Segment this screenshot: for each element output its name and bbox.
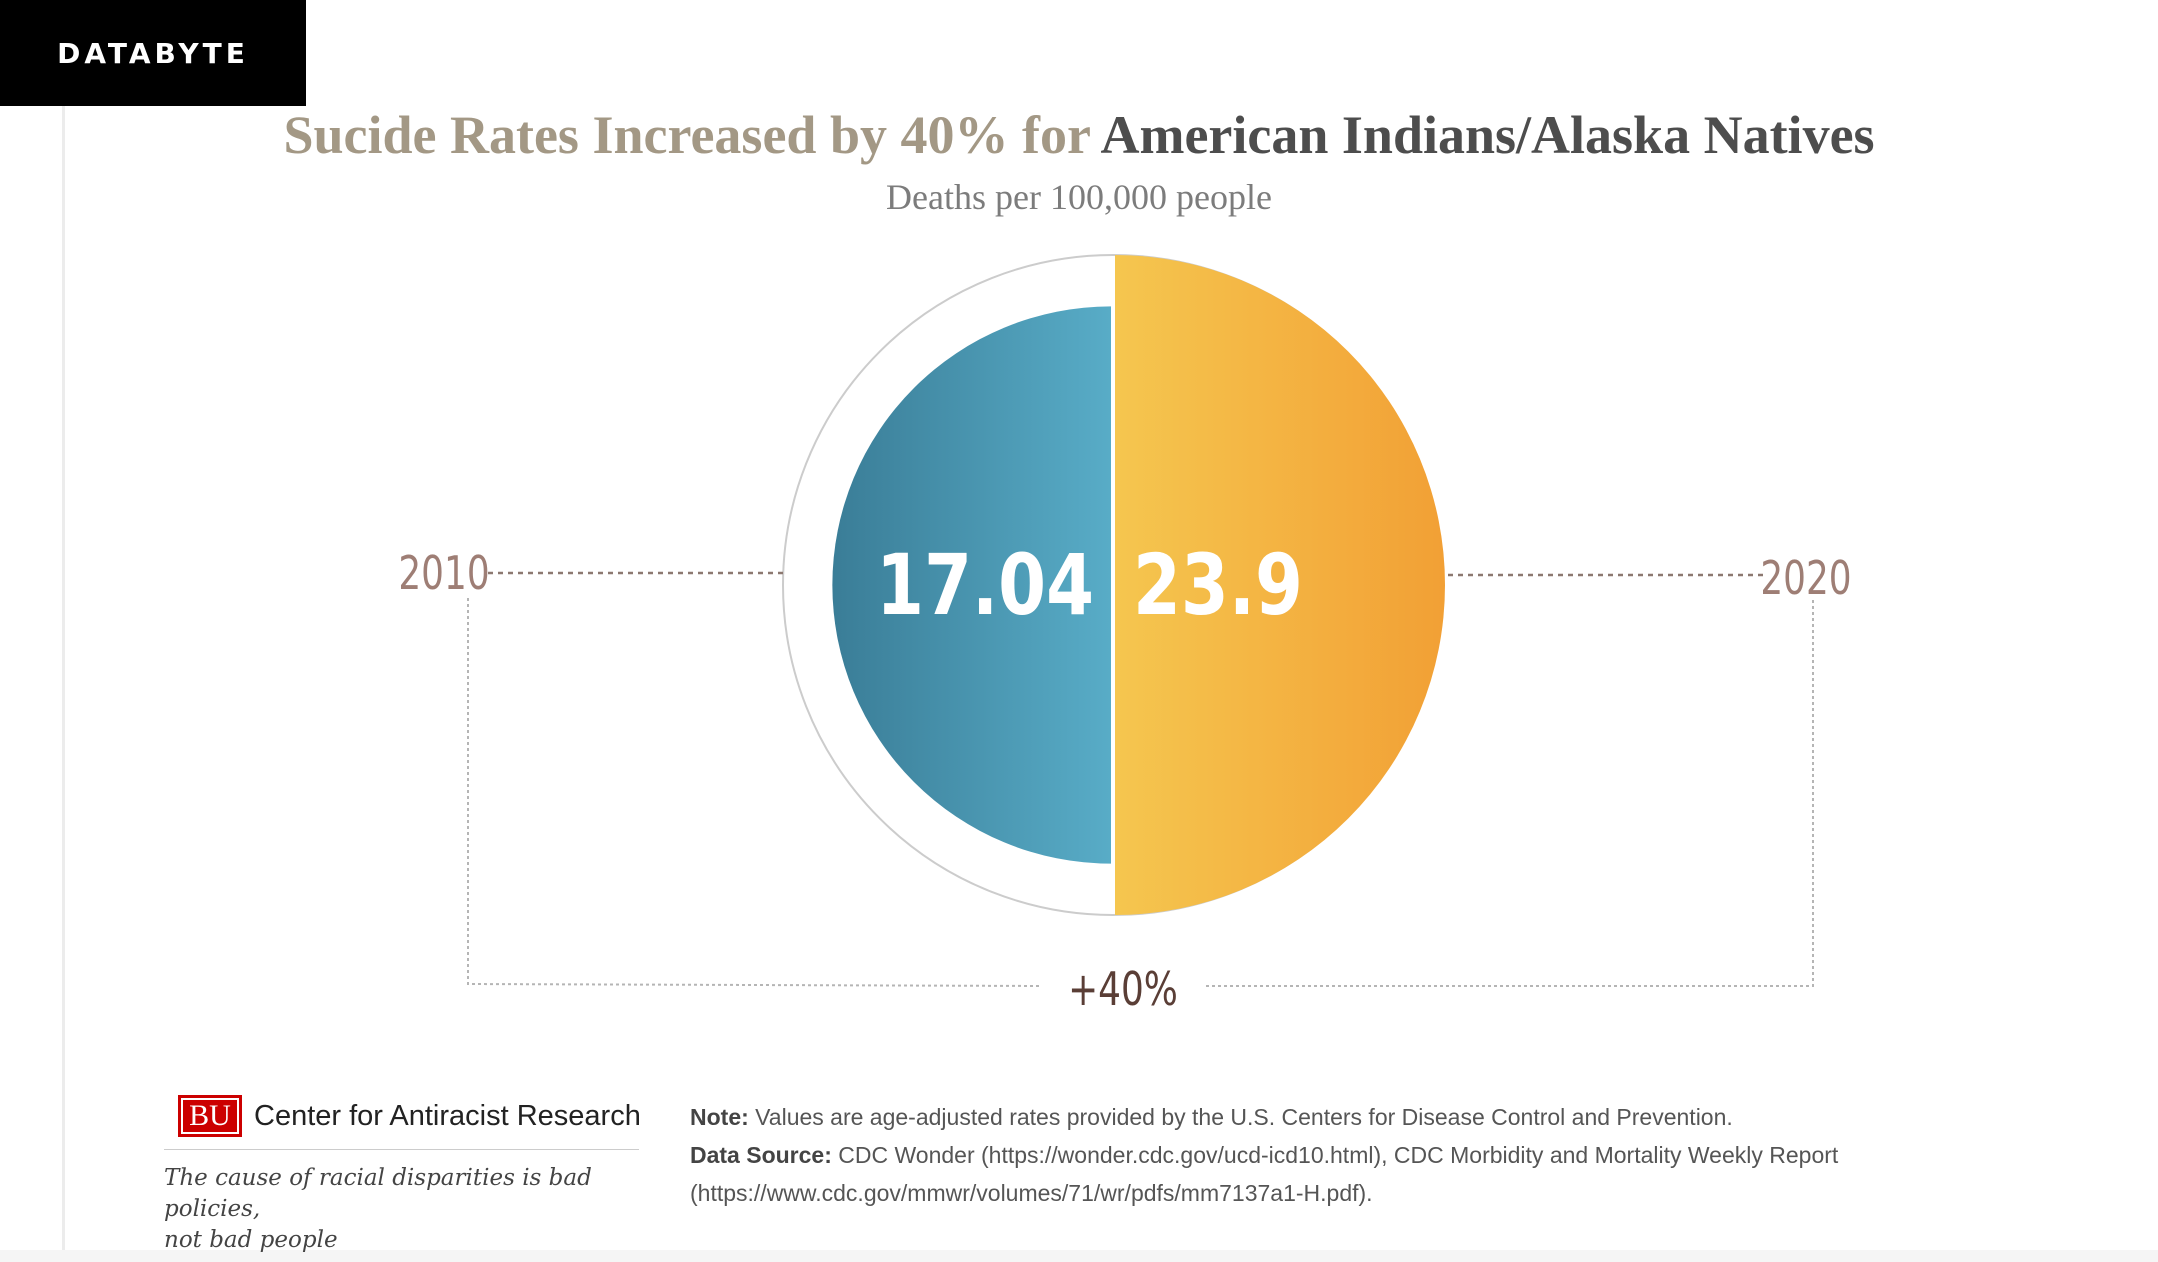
source-label: Data Source:: [690, 1142, 832, 1168]
tagline-line1: The cause of racial disparities is bad p…: [164, 1165, 592, 1222]
chart-title-part1: Sucide Rates Increased by 40% for: [283, 105, 1090, 165]
half-circle-2010: [832, 306, 1111, 864]
footer-org: BU Center for Antiracist Research: [178, 1095, 641, 1137]
year-label-2010: 2010: [398, 547, 489, 601]
bracket-left: [467, 598, 1041, 987]
tagline-line2: not bad people: [164, 1227, 338, 1253]
note-line: Note: Values are age-adjusted rates prov…: [690, 1098, 1990, 1136]
bu-logo: BU: [178, 1095, 242, 1137]
org-name: Center for Antiracist Research: [254, 1099, 641, 1132]
tagline: The cause of racial disparities is bad p…: [164, 1163, 664, 1256]
value-label-2010: 17.04: [876, 537, 1094, 634]
databyte-badge: DATABYTE: [0, 0, 306, 106]
source-line-2: (https://www.cdc.gov/mmwr/volumes/71/wr/…: [690, 1174, 1990, 1212]
half-circle-2020: [1115, 255, 1445, 915]
source-text: CDC Wonder (https://wonder.cdc.gov/ucd-i…: [831, 1142, 1839, 1168]
bottom-shade: [0, 1250, 2158, 1262]
value-label-2020: 23.9: [1133, 537, 1303, 634]
footer-divider: [164, 1149, 639, 1150]
chart-subtitle: Deaths per 100,000 people: [886, 177, 1272, 217]
bracket-right: [1206, 600, 1814, 987]
note-text: Values are age-adjusted rates provided b…: [748, 1104, 1733, 1130]
left-rule: [62, 105, 65, 1262]
chart-title-part2: American Indians/Alaska Natives: [1100, 105, 1875, 165]
source-text-2: (https://www.cdc.gov/mmwr/volumes/71/wr/…: [690, 1180, 1373, 1206]
note-label: Note:: [690, 1104, 749, 1130]
source-line: Data Source: CDC Wonder (https://wonder.…: [690, 1136, 1990, 1174]
notes: Note: Values are age-adjusted rates prov…: [690, 1098, 1990, 1212]
change-label: +40%: [1068, 963, 1178, 1017]
chart-title: Sucide Rates Increased by 40% for Americ…: [0, 104, 2158, 166]
year-label-2020: 2020: [1760, 552, 1851, 606]
